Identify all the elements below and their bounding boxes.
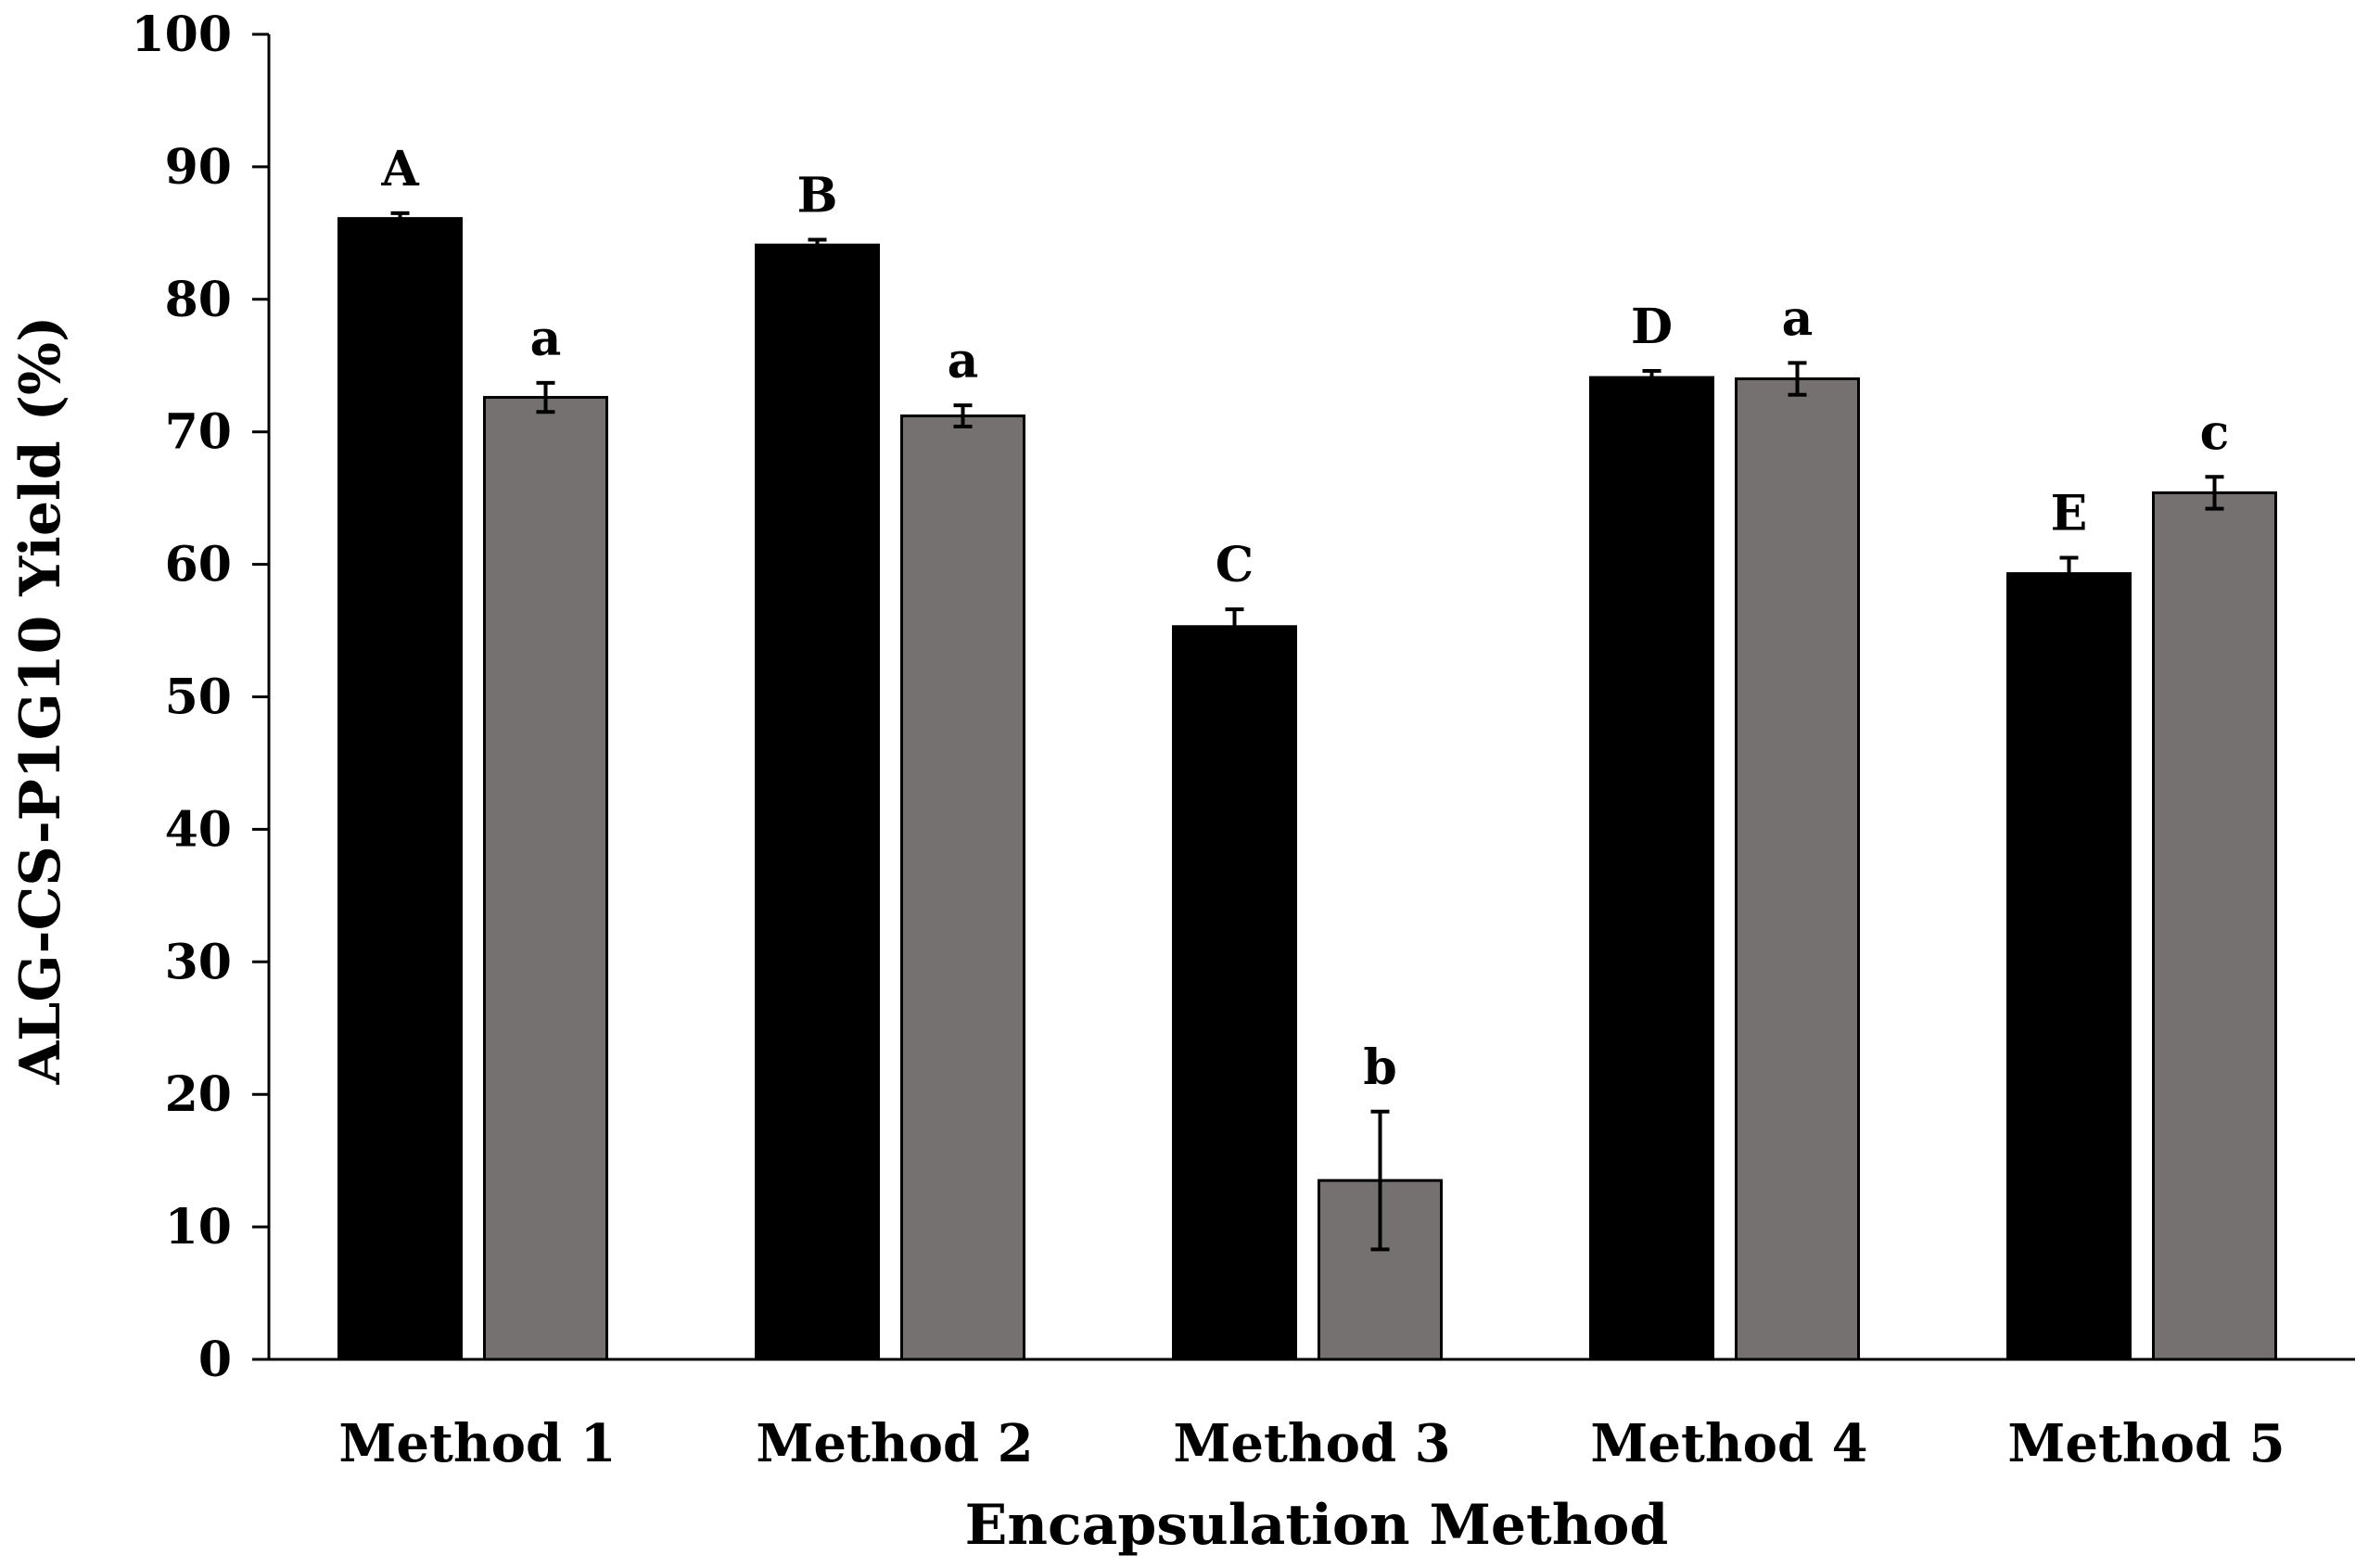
significance-label: D bbox=[1631, 299, 1673, 355]
significance-label: B bbox=[797, 167, 838, 223]
y-axis-title: ALG-CS-P1G10 Yield (%) bbox=[8, 316, 73, 1086]
bar-series-1-5 bbox=[2006, 572, 2132, 1361]
bar-series-2-4 bbox=[1735, 377, 1860, 1361]
y-tick-label: 30 bbox=[165, 934, 232, 990]
bar-series-2-2 bbox=[900, 414, 1025, 1361]
bar-series-1-3 bbox=[1172, 625, 1297, 1361]
significance-label: a bbox=[530, 311, 562, 367]
y-tick-label: 20 bbox=[165, 1066, 232, 1123]
x-category-label: Method 2 bbox=[756, 1413, 1033, 1474]
y-tick-label: 60 bbox=[165, 537, 232, 593]
significance-label: a bbox=[948, 333, 979, 389]
significance-label: a bbox=[1782, 290, 1814, 347]
significance-label: C bbox=[1216, 537, 1254, 593]
bar-series-1-1 bbox=[337, 217, 463, 1361]
y-tick-label: 50 bbox=[165, 669, 232, 726]
bar-series-1-2 bbox=[755, 243, 880, 1361]
bars bbox=[337, 217, 2277, 1361]
x-category-label: Method 3 bbox=[1173, 1413, 1450, 1474]
x-category-label: Method 5 bbox=[2007, 1413, 2285, 1474]
significance-label: E bbox=[2051, 485, 2088, 542]
x-axis: Method 1 Method 2 Method 3 Method 4 Method 5 bbox=[269, 1358, 2355, 1474]
significance-label: c bbox=[2200, 404, 2230, 461]
y-axis: 0 10 20 30 40 50 60 70 80 90 100 bbox=[131, 6, 271, 1388]
y-tick-label: 90 bbox=[165, 139, 232, 196]
x-category-label: Method 4 bbox=[1590, 1413, 1867, 1474]
y-tick-label: 10 bbox=[165, 1199, 232, 1256]
significance-label: A bbox=[380, 141, 419, 198]
y-tick-label: 40 bbox=[165, 801, 232, 858]
y-tick-label: 0 bbox=[198, 1332, 232, 1388]
x-category-label: Method 1 bbox=[338, 1413, 616, 1474]
bar-series-1-4 bbox=[1589, 376, 1714, 1361]
significance-labels: Aa Ba Cb D a Ec bbox=[380, 141, 2229, 1096]
bar-series-2-5 bbox=[2152, 491, 2277, 1361]
significance-label: b bbox=[1363, 1039, 1396, 1096]
bar-series-2-3 bbox=[1318, 1179, 1443, 1361]
bar-series-2-1 bbox=[483, 396, 608, 1361]
error-bars bbox=[390, 210, 2224, 1252]
y-tick-label: 80 bbox=[165, 272, 232, 328]
y-tick-label: 100 bbox=[131, 6, 232, 63]
x-axis-title: Encapsulation Method bbox=[965, 1493, 1669, 1558]
y-tick-label: 70 bbox=[165, 404, 232, 461]
